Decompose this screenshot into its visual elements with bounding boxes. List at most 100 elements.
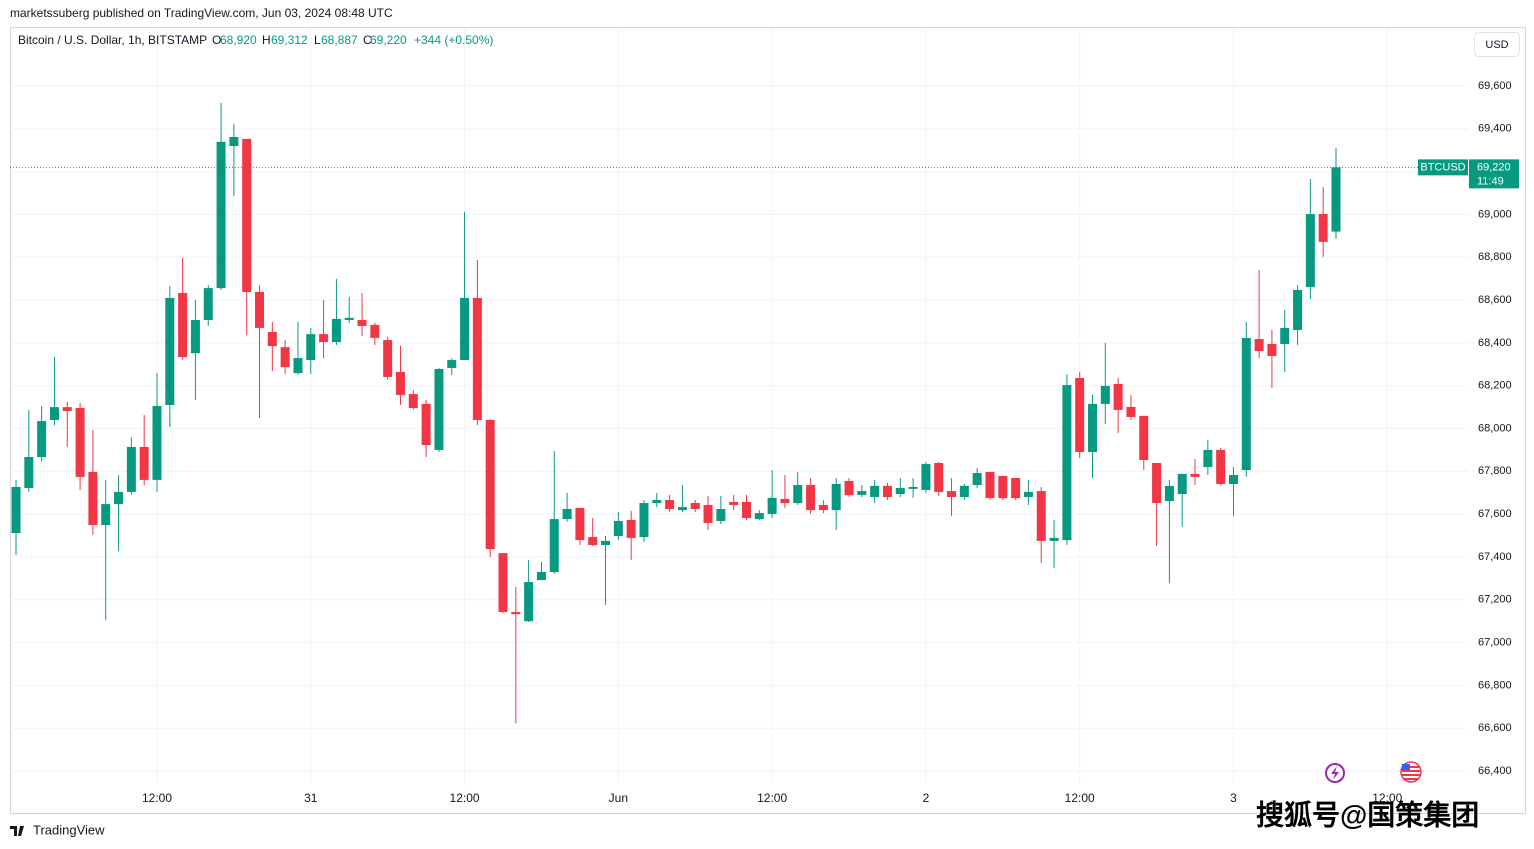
currency-button[interactable]	[1474, 32, 1520, 57]
candle-body	[626, 519, 636, 538]
candle-body	[62, 407, 72, 411]
candle-body	[895, 488, 905, 495]
candle-body	[1241, 337, 1251, 471]
price-tag: BTCUSD 69,220 11:49	[1418, 159, 1519, 189]
h-label: H	[262, 33, 271, 47]
candle-body	[1305, 214, 1315, 288]
tag-countdown: 11:49	[1477, 175, 1504, 187]
candle-body	[972, 473, 982, 486]
candle-body	[793, 485, 803, 504]
candle-body	[767, 497, 777, 514]
candle-body	[1036, 491, 1046, 541]
candle-body	[921, 464, 931, 490]
y-tick-label: 68,200	[1478, 380, 1512, 392]
h-value: 69,312	[271, 33, 308, 47]
tag-price: 69,220	[1477, 161, 1511, 173]
candle-body	[1228, 474, 1238, 484]
candle-body	[511, 611, 521, 615]
candle-body	[11, 486, 21, 533]
x-tick-label: 31	[304, 791, 318, 805]
symbol: Bitcoin / U.S. Dollar, 1h, BITSTAMP	[18, 33, 207, 47]
candle-body	[49, 407, 59, 420]
candle-body	[88, 471, 98, 526]
candle-body	[24, 456, 34, 489]
x-tick-label: 12:00	[1065, 791, 1095, 805]
candle-body	[1049, 537, 1059, 541]
candle-body	[357, 319, 367, 326]
candle-body	[562, 509, 572, 520]
candle-body	[998, 476, 1008, 499]
candle-body	[370, 324, 380, 338]
candle-body	[1280, 327, 1290, 344]
currency[interactable]: USD	[1485, 39, 1508, 51]
candle-body	[139, 446, 149, 480]
watermark: 搜狐号@国策集团	[1256, 798, 1479, 830]
candle-body	[216, 141, 226, 289]
candle-body	[870, 485, 880, 498]
candle-body	[101, 504, 111, 526]
candle-body	[1152, 462, 1162, 504]
candle-body	[37, 421, 47, 457]
y-tick-label: 69,000	[1478, 208, 1512, 220]
x-tick-label: 12:00	[757, 791, 787, 805]
l-label: L	[314, 33, 321, 47]
candle-body	[601, 540, 611, 545]
candle-body	[754, 513, 764, 520]
candle-body	[818, 504, 828, 511]
o-label: O	[212, 33, 221, 47]
candle-body	[716, 509, 726, 522]
candle-body	[1177, 473, 1187, 495]
x-tick-label: 12:00	[142, 791, 172, 805]
lightning-icon[interactable]	[1325, 763, 1345, 783]
candle-body	[306, 334, 316, 361]
candle-body	[831, 483, 841, 511]
candle-body	[908, 486, 918, 489]
tag-symbol: BTCUSD	[1420, 161, 1465, 173]
candle-body	[126, 446, 136, 492]
x-tick-label: 2	[923, 791, 930, 805]
candle-body	[114, 491, 124, 505]
candle-body	[588, 537, 598, 545]
l-value: 68,887	[321, 33, 358, 47]
candle-body	[1331, 167, 1341, 232]
candle-body	[190, 319, 200, 354]
candle-body	[344, 317, 354, 320]
chart-frame	[10, 27, 1526, 814]
candle-body	[267, 331, 277, 347]
candle-body	[947, 491, 957, 498]
candle-body	[703, 504, 713, 523]
candle-body	[985, 471, 995, 499]
candle-body	[293, 358, 303, 374]
candle-body	[652, 500, 662, 504]
candle-body	[536, 571, 546, 581]
candle-body	[806, 485, 816, 511]
tag-symbol-box	[1418, 159, 1468, 176]
y-tick-label: 68,000	[1478, 422, 1512, 434]
y-tick-label: 67,400	[1478, 551, 1512, 563]
publisher: marketssuberg published on TradingView.c…	[10, 6, 393, 20]
candle-body	[524, 582, 534, 622]
o-value: 68,920	[220, 33, 257, 47]
candle-body	[280, 347, 290, 368]
candle-body	[575, 507, 585, 541]
x-tick-label: 3	[1230, 791, 1237, 805]
candle-body	[1023, 491, 1033, 498]
x-tick-label: 12:00	[1372, 791, 1402, 805]
candle-body	[639, 503, 649, 538]
footer: TradingView	[33, 822, 105, 837]
y-tick-label: 68,600	[1478, 294, 1512, 306]
y-tick-label: 69,400	[1478, 123, 1512, 135]
y-tick-label: 67,800	[1478, 465, 1512, 477]
candle-body	[421, 403, 431, 446]
flag-icon[interactable]	[1400, 761, 1422, 783]
candle-body	[729, 501, 739, 505]
candle-body	[383, 340, 393, 377]
candle-body	[1075, 378, 1085, 453]
candle-body	[203, 288, 213, 320]
candle-body	[741, 501, 751, 519]
candle-body	[1011, 477, 1021, 499]
x-tick-label: 12:00	[450, 791, 480, 805]
candle-body	[498, 553, 508, 612]
candle-body	[1293, 290, 1303, 331]
